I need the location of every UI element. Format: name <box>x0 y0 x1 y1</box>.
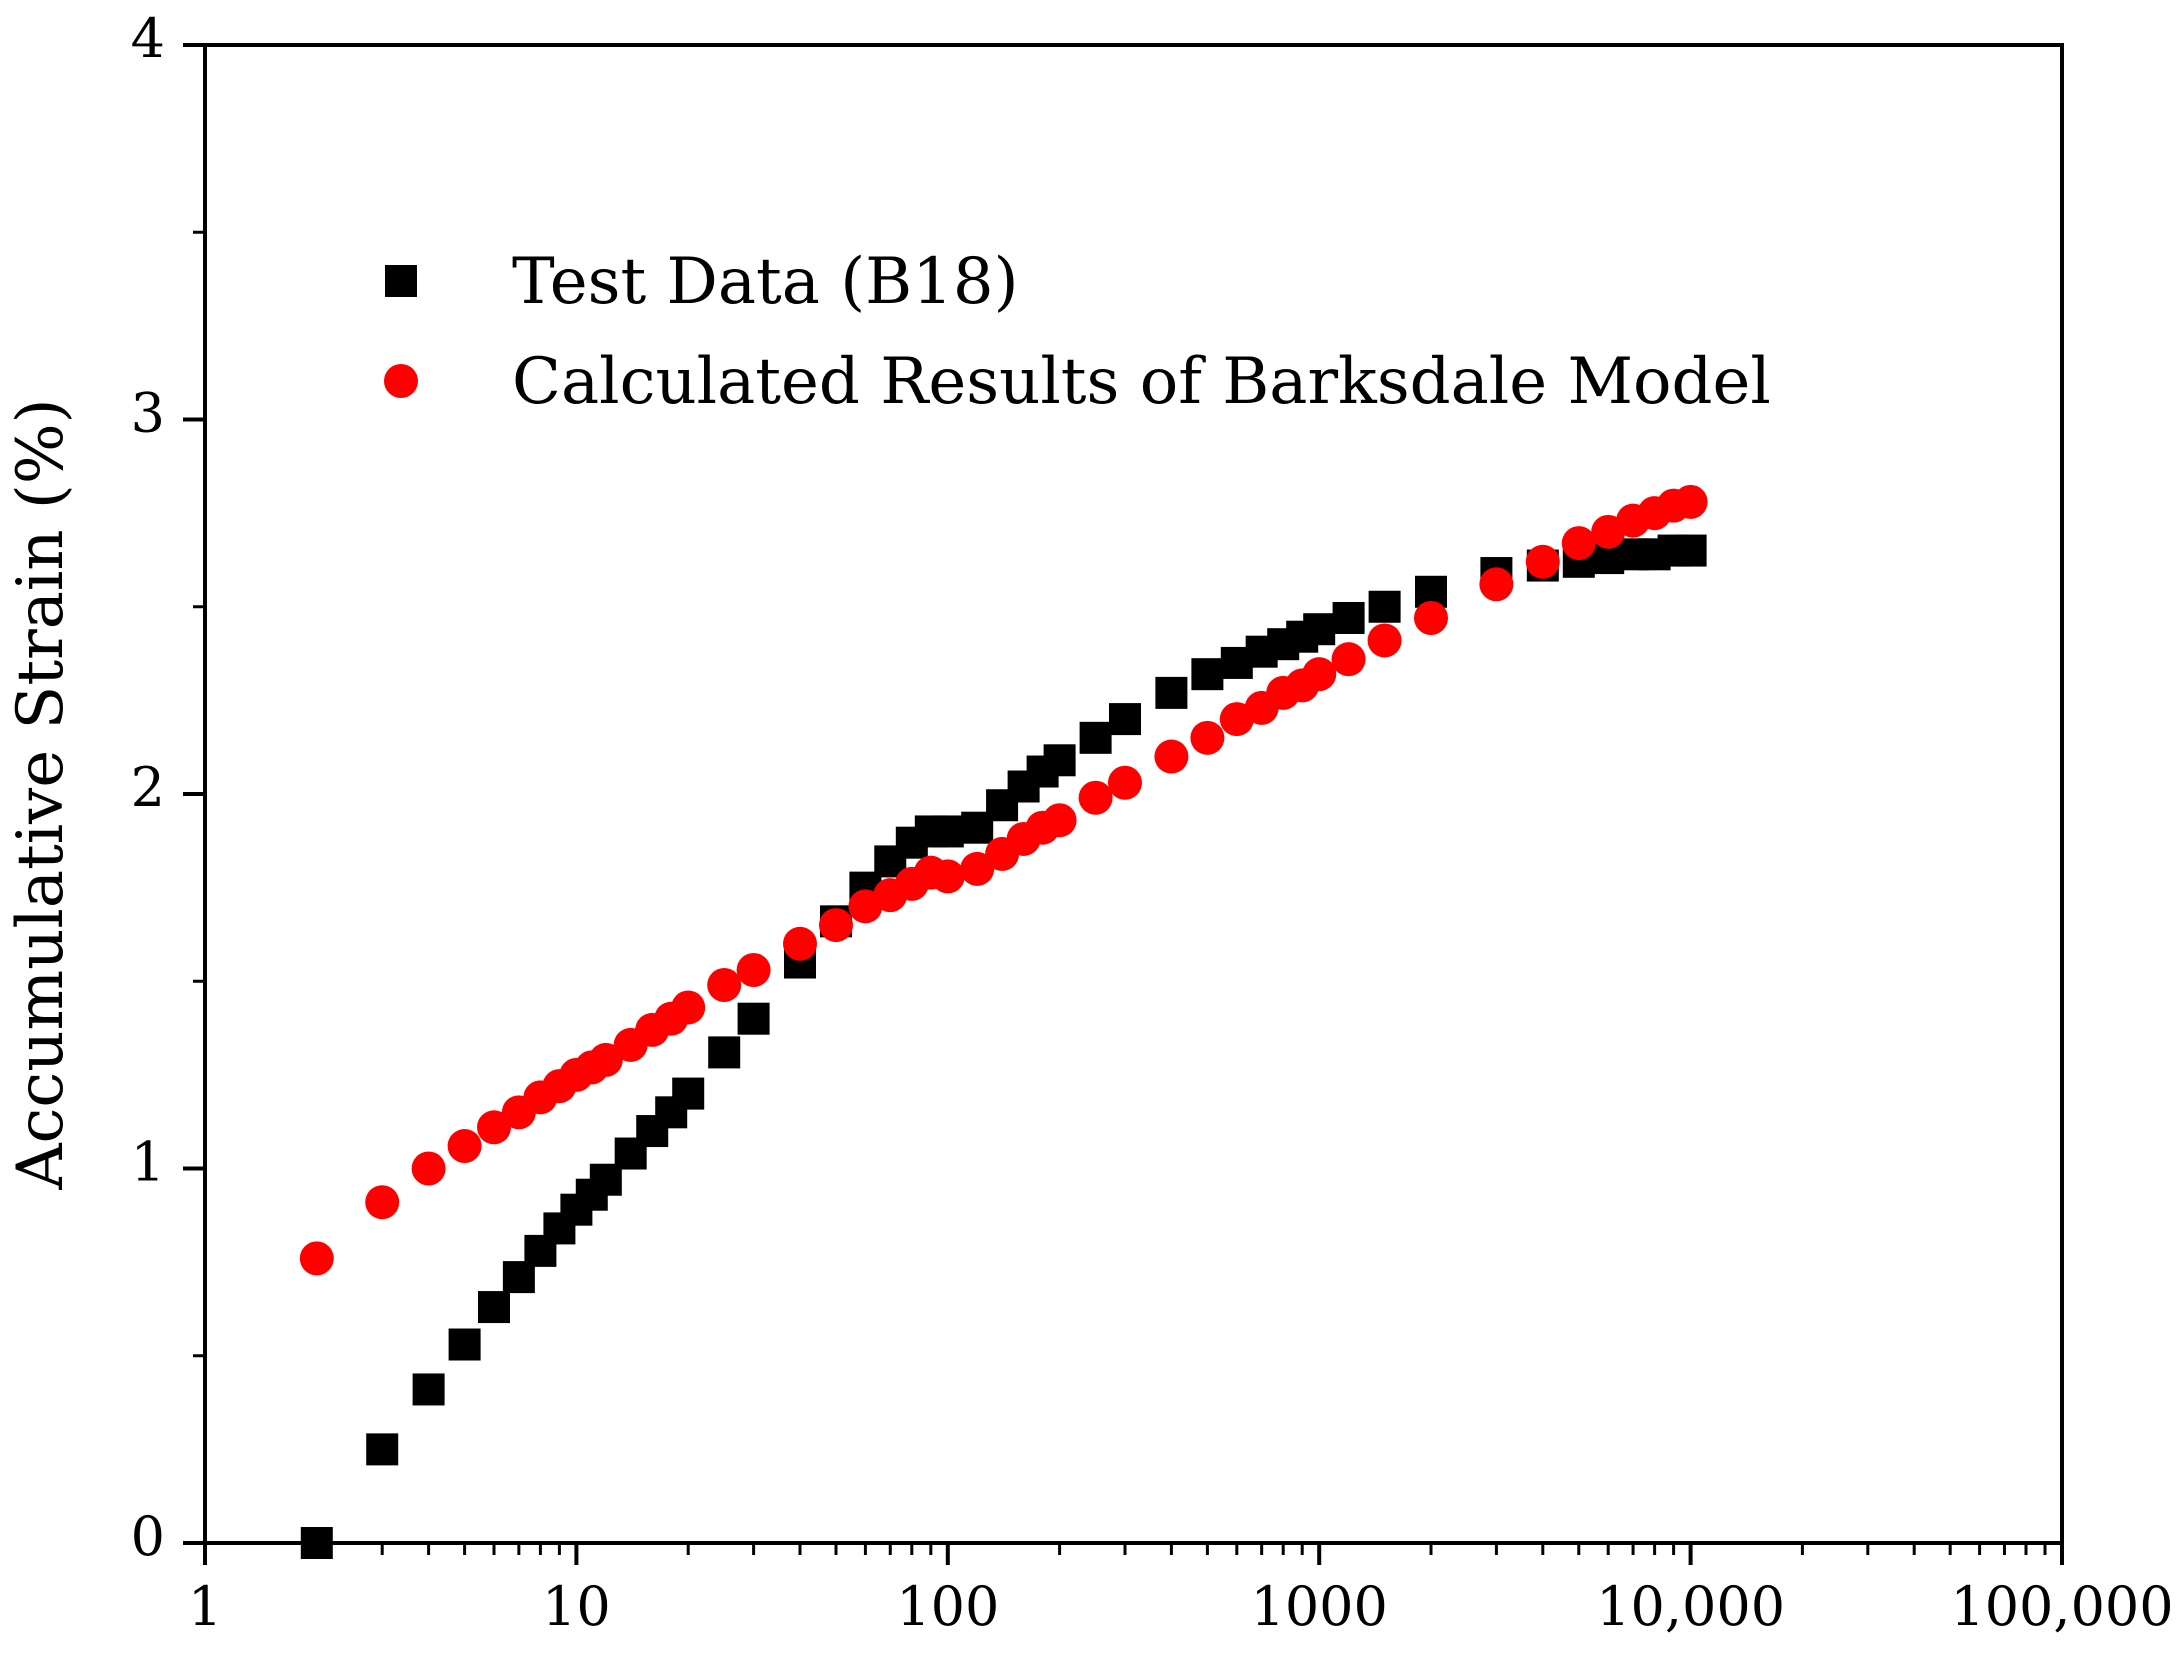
data-point-square <box>300 1527 333 1559</box>
data-point-square <box>1191 658 1224 691</box>
data-point-square <box>737 1002 770 1035</box>
x-tick-label: 100,000 <box>1950 1575 2173 1638</box>
data-point-square <box>1155 676 1188 709</box>
data-point-square <box>1109 703 1142 736</box>
data-point-circle <box>299 1241 334 1276</box>
data-point-circle <box>1190 720 1225 755</box>
legend-marker-barksdale-model <box>384 364 418 398</box>
data-point-circle <box>477 1110 512 1145</box>
data-point-square <box>448 1328 481 1361</box>
data-point-circle <box>1561 526 1596 561</box>
data-point-circle <box>1331 642 1366 677</box>
data-point-circle <box>1414 600 1449 635</box>
data-point-square <box>1079 721 1112 754</box>
series-layer <box>299 484 1708 1559</box>
legend-marker-test-data <box>385 265 417 297</box>
data-point-square <box>1332 601 1365 634</box>
data-point-circle <box>447 1129 482 1164</box>
x-tick-label: 1000 <box>1250 1575 1387 1638</box>
data-point-circle <box>1673 484 1708 519</box>
data-point-circle <box>365 1185 400 1220</box>
legend-label-barksdale-model: Calculated Results of Barksdale Model <box>512 345 1771 419</box>
data-point-circle <box>707 967 742 1002</box>
data-point-circle <box>783 926 818 961</box>
x-tick-label: 10 <box>542 1575 611 1638</box>
y-tick-label: 1 <box>131 1131 165 1194</box>
data-point-circle <box>818 908 853 943</box>
data-point-circle <box>1042 803 1077 838</box>
data-point-circle <box>1367 623 1402 658</box>
data-point-square <box>478 1291 511 1324</box>
data-point-circle <box>1479 567 1514 602</box>
data-point-square <box>1674 534 1707 567</box>
data-point-square <box>1368 590 1401 623</box>
y-axis-label: Accumulative Strain (%) <box>4 398 78 1190</box>
data-point-circle <box>1525 544 1560 579</box>
data-point-circle <box>960 851 995 886</box>
data-point-square <box>412 1373 445 1406</box>
data-point-circle <box>1108 765 1143 800</box>
y-tick-label: 3 <box>131 382 165 445</box>
x-tick-label: 10,000 <box>1596 1575 1785 1638</box>
data-point-square <box>708 1036 741 1069</box>
data-point-circle <box>1154 739 1189 774</box>
y-tick-label: 4 <box>131 7 165 70</box>
data-point-circle <box>671 990 706 1025</box>
legend: Test Data (B18) Calculated Results of Ba… <box>384 245 1771 419</box>
series-test-data <box>300 534 1707 1559</box>
data-point-circle <box>930 859 965 894</box>
legend-label-test-data: Test Data (B18) <box>512 245 1019 319</box>
data-point-circle <box>736 953 771 988</box>
data-point-circle <box>1302 657 1337 692</box>
y-tick-label: 2 <box>131 756 165 819</box>
data-point-square <box>1043 744 1076 777</box>
data-point-circle <box>411 1151 446 1186</box>
x-tick-label: 100 <box>896 1575 999 1638</box>
data-point-square <box>672 1077 705 1110</box>
x-tick-label: 1 <box>188 1575 222 1638</box>
series-barksdale-model <box>299 484 1708 1276</box>
axis-ticks <box>183 43 2064 1565</box>
data-point-square <box>366 1433 399 1466</box>
data-point-square <box>931 815 964 848</box>
data-point-square <box>1303 613 1336 646</box>
data-point-circle <box>1078 780 1113 815</box>
y-tick-label: 0 <box>131 1505 165 1568</box>
data-point-circle <box>588 1042 623 1077</box>
